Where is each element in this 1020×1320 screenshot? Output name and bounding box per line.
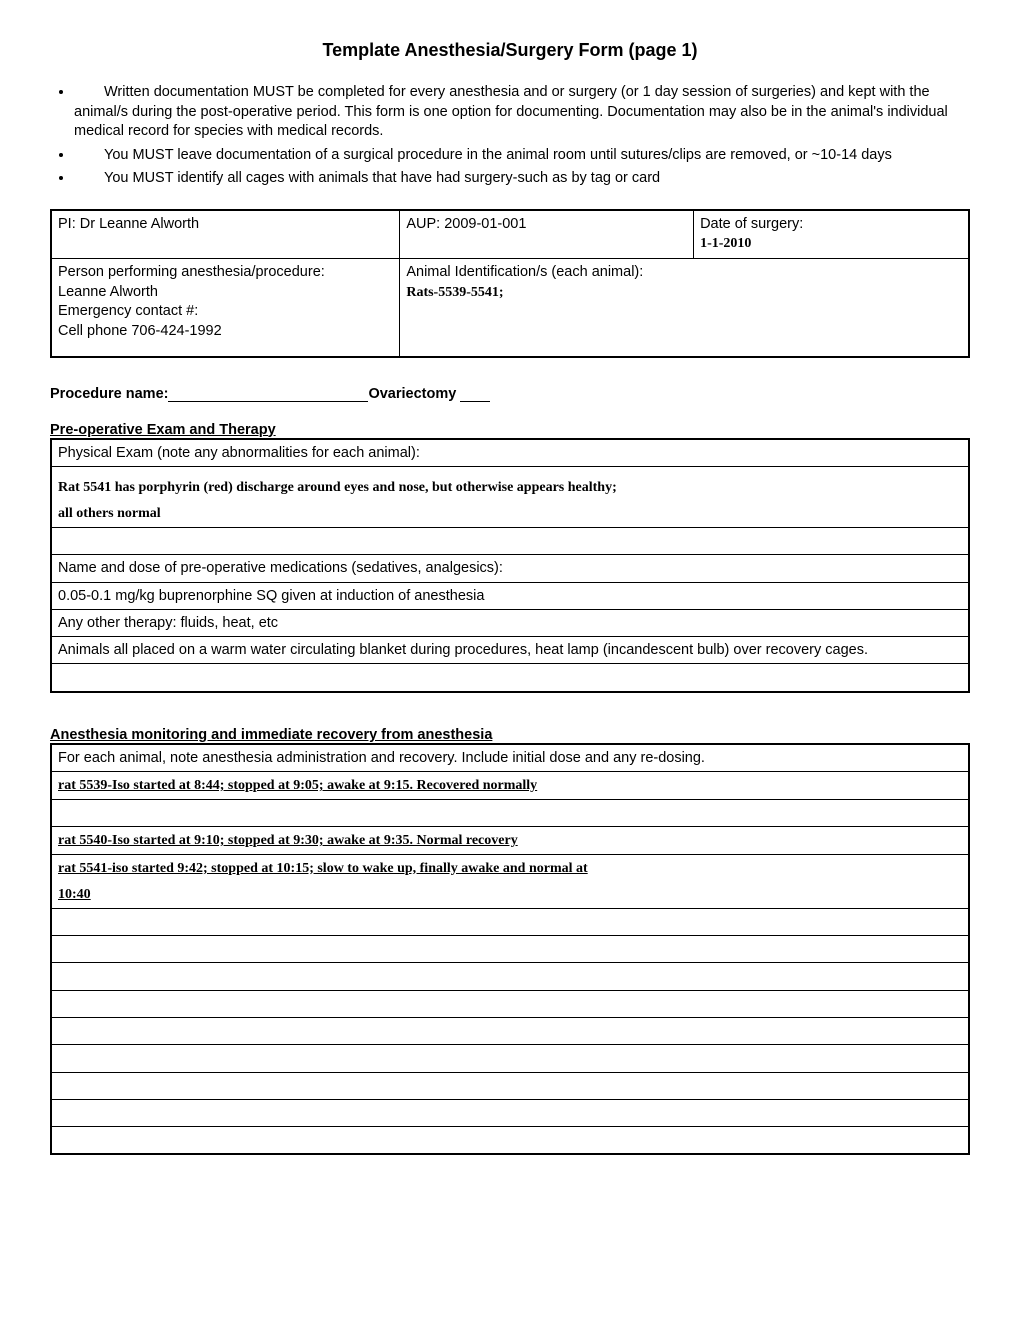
procedure-line: Procedure name: Ovariectomy xyxy=(50,386,970,402)
blank-row xyxy=(51,799,969,826)
blank-row xyxy=(51,1017,969,1044)
animal-id-label: Animal Identification/s (each animal): xyxy=(406,264,643,280)
blank-row xyxy=(51,1045,969,1072)
blank-row xyxy=(51,528,969,555)
monitoring-table: For each animal, note anesthesia adminis… xyxy=(50,743,970,1156)
monitoring-entry-row: 10:40 xyxy=(51,881,969,908)
preop-table: Physical Exam (note any abnormalities fo… xyxy=(50,438,970,693)
blank-row xyxy=(51,936,969,963)
dos-cell: Date of surgery: 1-1-2010 xyxy=(694,210,969,259)
blank-row xyxy=(51,1127,969,1155)
procedure-blank-short xyxy=(460,387,490,402)
instruction-item: You MUST identify all cages with animals… xyxy=(74,169,970,189)
blank-row xyxy=(51,664,969,692)
blank-row xyxy=(51,908,969,935)
preop-header: Pre-operative Exam and Therapy xyxy=(50,422,970,438)
info-table: PI: Dr Leanne Alworth AUP: 2009-01-001 D… xyxy=(50,209,970,358)
person-cell: Person performing anesthesia/procedure: … xyxy=(51,259,400,357)
meds-label-row: Name and dose of pre-operative medicatio… xyxy=(51,555,969,582)
animal-id-cell: Animal Identification/s (each animal): R… xyxy=(400,259,969,357)
other-label-row: Any other therapy: fluids, heat, etc xyxy=(51,609,969,636)
blank-row xyxy=(51,963,969,990)
person-label: Person performing anesthesia/procedure: xyxy=(58,264,325,280)
emerg-value: Cell phone 706-424-1992 xyxy=(58,323,222,339)
pi-cell: PI: Dr Leanne Alworth xyxy=(51,210,400,259)
monitoring-entry-row: rat 5541-iso started 9:42; stopped at 10… xyxy=(51,854,969,881)
blank-row xyxy=(51,1072,969,1099)
emerg-label: Emergency contact #: xyxy=(58,303,198,319)
procedure-value: Ovariectomy xyxy=(368,386,456,402)
blank-row xyxy=(51,1099,969,1126)
pe-label-row: Physical Exam (note any abnormalities fo… xyxy=(51,439,969,467)
person-value: Leanne Alworth xyxy=(58,284,158,300)
dos-label: Date of surgery: xyxy=(700,216,803,232)
monitoring-instr-row: For each animal, note anesthesia adminis… xyxy=(51,744,969,772)
monitoring-entry-row: rat 5540-Iso started at 9:10; stopped at… xyxy=(51,826,969,854)
monitoring-entry-row: rat 5539-Iso started at 8:44; stopped at… xyxy=(51,772,969,800)
blank-row xyxy=(51,990,969,1017)
dos-value: 1-1-2010 xyxy=(700,236,751,251)
procedure-blank xyxy=(168,387,368,402)
meds-value-row: 0.05-0.1 mg/kg buprenorphine SQ given at… xyxy=(51,582,969,609)
animal-id-value: Rats-5539-5541; xyxy=(406,285,503,300)
monitoring-header: Anesthesia monitoring and immediate reco… xyxy=(50,727,970,743)
procedure-label: Procedure name: xyxy=(50,386,168,402)
pe-entry-row: Rat 5541 has porphyrin (red) discharge a… xyxy=(51,466,969,500)
instruction-list: Written documentation MUST be completed … xyxy=(50,83,970,189)
aup-cell: AUP: 2009-01-001 xyxy=(400,210,694,259)
pe-entry-row: all others normal xyxy=(51,500,969,527)
page-title: Template Anesthesia/Surgery Form (page 1… xyxy=(50,40,970,61)
other-value-row: Animals all placed on a warm water circu… xyxy=(51,637,969,664)
instruction-item: You MUST leave documentation of a surgic… xyxy=(74,146,970,166)
instruction-item: Written documentation MUST be completed … xyxy=(74,83,970,142)
